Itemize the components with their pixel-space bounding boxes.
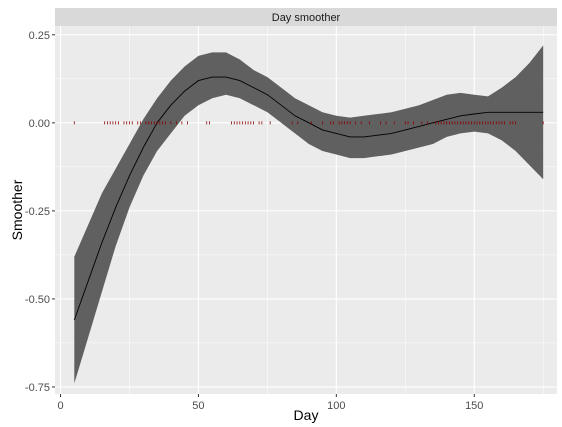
y-axis-title: Smoother (9, 179, 25, 240)
y-tick-labels: -0.75 -0.50 -0.25 0.00 0.25 (25, 30, 50, 394)
axis-ticks (52, 34, 475, 397)
x-tick-label: 100 (327, 400, 345, 412)
grid-major (55, 26, 557, 394)
confidence-band (74, 45, 544, 384)
x-tick-label: 0 (57, 400, 63, 412)
y-tick-label: 0.25 (29, 30, 50, 42)
x-tick-labels: 0 50 100 150 (57, 400, 483, 412)
smoother-line (73, 76, 544, 321)
x-tick-label: 150 (465, 400, 483, 412)
y-tick-label: -0.50 (25, 294, 50, 306)
facet-title: Day smoother (272, 12, 341, 24)
x-tick-label: 50 (192, 400, 204, 412)
y-tick-label: -0.25 (25, 206, 50, 218)
facet-strip (55, 8, 557, 26)
y-tick-label: -0.75 (25, 382, 50, 394)
rug-marks (73, 121, 544, 125)
x-axis-title: Day (294, 407, 319, 423)
y-tick-label: 0.00 (29, 118, 50, 130)
panel-background (55, 26, 557, 394)
